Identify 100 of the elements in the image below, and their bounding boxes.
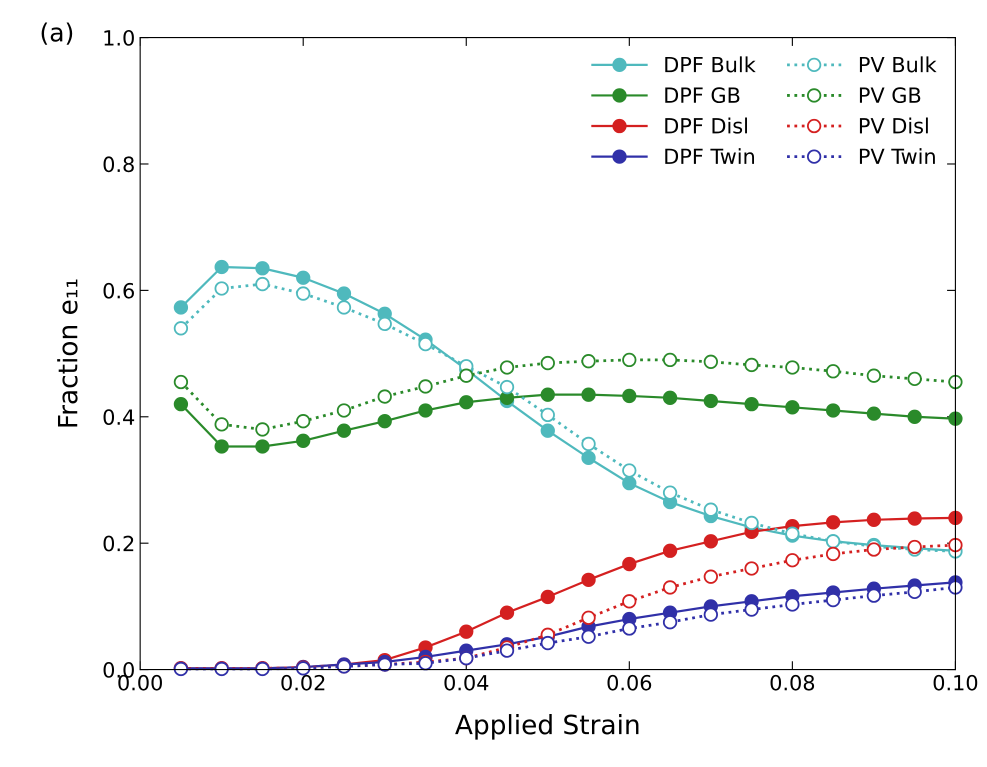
legend-label: DPF Disl [665,117,747,134]
point [581,572,596,587]
point [581,630,596,644]
point [581,354,596,368]
point [459,395,474,410]
point [866,406,882,421]
point [866,542,882,557]
point [214,281,229,296]
legend-label: PV Bulk [860,56,937,72]
point [744,561,759,576]
point [785,360,800,375]
x-axis-title: Applied Strain [455,714,638,740]
point [622,463,636,478]
y-tick-label: 0.2 [104,536,134,552]
point [866,512,882,527]
point [785,553,800,568]
point [948,510,963,526]
point [336,286,352,301]
point [255,439,270,454]
x-tick-label: 0.06 [607,674,652,691]
point [418,379,433,394]
point [174,300,188,315]
point [908,410,922,424]
point [378,414,392,428]
point [948,412,963,426]
point [622,621,636,636]
point [459,368,474,383]
point [744,516,759,530]
point [581,388,596,402]
point [866,368,882,383]
x-tick-label: 0.04 [444,674,488,691]
point [336,403,352,418]
y-tick-label: 1.0 [104,30,134,46]
point [174,321,188,336]
x-tick-label: 0.08 [770,674,814,691]
point [826,592,840,608]
point [540,388,555,402]
point [418,403,433,418]
point [662,544,678,558]
point [296,286,310,301]
point [622,594,636,608]
point [826,515,840,530]
point [540,424,555,438]
point [214,417,229,432]
point [540,590,555,604]
point [948,374,963,390]
legend-label: DPF Twin [665,148,754,164]
point [704,502,718,517]
point [214,439,229,454]
point [662,390,678,405]
point [622,352,636,368]
point [581,436,596,452]
y-tick-label: 0.8 [104,156,134,172]
point [662,615,678,630]
legend-label: DPF GB [665,87,740,104]
point [581,610,596,625]
point [378,389,392,404]
x-tick-label: 0.02 [281,674,324,691]
point [948,538,963,552]
point [622,476,636,490]
point [378,316,392,332]
point [622,388,636,404]
point [662,580,678,595]
point [255,422,270,437]
point [826,364,840,378]
point [336,424,352,438]
point [255,276,270,292]
point [581,450,596,466]
point [174,374,188,390]
point [296,434,310,448]
point [704,394,718,408]
legend-label: PV GB [860,87,920,104]
point [785,597,800,612]
point [255,261,270,276]
point [662,352,678,368]
legend-label: PV Twin [860,148,935,164]
chart-title: (a) [42,22,72,45]
point [948,580,963,595]
legend-label: DPF Bulk [665,56,756,72]
point [459,624,474,639]
x-tick-label: 0.10 [934,674,978,691]
point [336,300,352,315]
point [704,534,718,548]
point [296,414,310,428]
point [500,380,514,394]
y-tick-label: 0.6 [104,282,134,299]
point [500,360,514,375]
point [296,270,310,285]
point [866,588,882,603]
point [704,354,718,369]
point [540,408,555,422]
point [704,570,718,584]
point [826,546,840,562]
y-tick-label: 0.4 [104,409,134,425]
point [744,358,759,372]
point [704,607,718,622]
point [908,372,922,386]
point [744,396,759,412]
point [908,511,922,526]
legend-label: PV Disl [860,117,928,134]
